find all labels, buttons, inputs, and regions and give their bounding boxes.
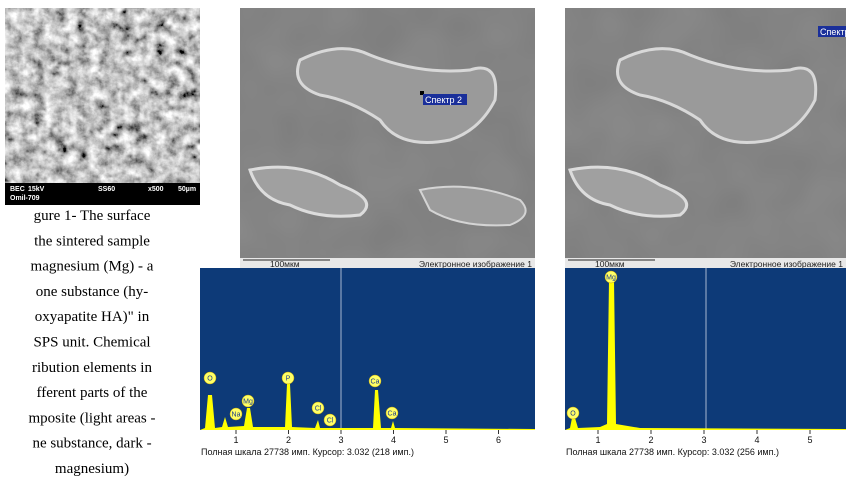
axis-tick-label: 2 xyxy=(648,435,653,445)
axis-bg xyxy=(200,430,535,446)
peak-label: Cl xyxy=(315,406,322,413)
caption-line: magnesium) xyxy=(55,461,129,477)
peak-label: P xyxy=(286,376,291,383)
status-line: Полная шкала 27738 имп. Курсор: 3.032 (2… xyxy=(201,447,414,457)
spectrum-right xyxy=(565,268,846,446)
peak-label: Cl xyxy=(327,418,334,425)
status-line: Полная шкала 27738 имп. Курсор: 3.032 (2… xyxy=(566,447,779,457)
magnification: x500 xyxy=(148,186,164,193)
axis-tick-label: 5 xyxy=(443,435,448,445)
caption-line: ne substance, dark - xyxy=(32,436,151,452)
figure: BEC 15kV SS60 x500 50µm Omil-709 gure 1-… xyxy=(0,0,846,481)
caption-line: gure 1- The surface xyxy=(34,208,151,224)
sample: Omil-709 xyxy=(10,195,40,202)
voltage: 15kV xyxy=(28,186,45,193)
peak-label: Na xyxy=(232,412,241,419)
axis-tick-label: 4 xyxy=(754,435,759,445)
caption-line: the sintered sample xyxy=(34,233,150,249)
axis-tick-label: 3 xyxy=(338,435,343,445)
peak-label: Mg xyxy=(243,399,253,406)
caption-line: SPS unit. Chemical xyxy=(33,335,150,351)
image-texture xyxy=(5,8,200,183)
peak-label: Ca xyxy=(388,411,397,418)
axis-tick-label: 3 xyxy=(701,435,706,445)
axis-tick-label: 6 xyxy=(496,435,501,445)
caption-line: oxyapatite HA)" in xyxy=(35,309,150,325)
image-title: Электронное изображение 1 xyxy=(419,259,532,269)
caption-line: magnesium (Mg) - a xyxy=(31,259,154,275)
sem-image-right: Спектр 100мкм Электронное изображение 1 xyxy=(565,8,846,269)
sem-image-middle: Спектр 2 100мкм Электронное изображение … xyxy=(240,8,535,269)
caption-line: one substance (hy- xyxy=(36,284,148,300)
axis-tick-label: 2 xyxy=(286,435,291,445)
peak-label: Mg xyxy=(606,275,616,282)
image-texture xyxy=(565,8,846,258)
scale-label: 100мкм xyxy=(270,259,300,269)
axis-tick-label: 1 xyxy=(595,435,600,445)
spectrum-label: Спектр xyxy=(820,27,846,37)
axis-tick-label: 5 xyxy=(807,435,812,445)
caption-line: ribution elements in xyxy=(32,360,152,376)
detector: BEC xyxy=(10,186,25,193)
peak-label: O xyxy=(570,411,576,418)
scale-label: 100мкм xyxy=(595,259,625,269)
spectrum-label: Спектр 2 xyxy=(425,95,462,105)
caption-line: fferent parts of the xyxy=(37,385,148,401)
caption-line: mposite (light areas - xyxy=(28,410,155,426)
spectrum-middle xyxy=(200,268,535,446)
axis-tick-label: 1 xyxy=(233,435,238,445)
caption: gure 1- The surface the sintered sample ma… xyxy=(28,208,155,477)
peak-label: O xyxy=(207,376,213,383)
mode: SS60 xyxy=(98,186,115,193)
sem-image-left: BEC 15kV SS60 x500 50µm Omil-709 xyxy=(5,8,200,205)
spectrum-bg xyxy=(565,268,846,430)
axis-tick-label: 4 xyxy=(391,435,396,445)
peak-label: Ca xyxy=(371,379,380,386)
scale: 50µm xyxy=(178,186,196,193)
image-title: Электронное изображение 1 xyxy=(730,259,843,269)
